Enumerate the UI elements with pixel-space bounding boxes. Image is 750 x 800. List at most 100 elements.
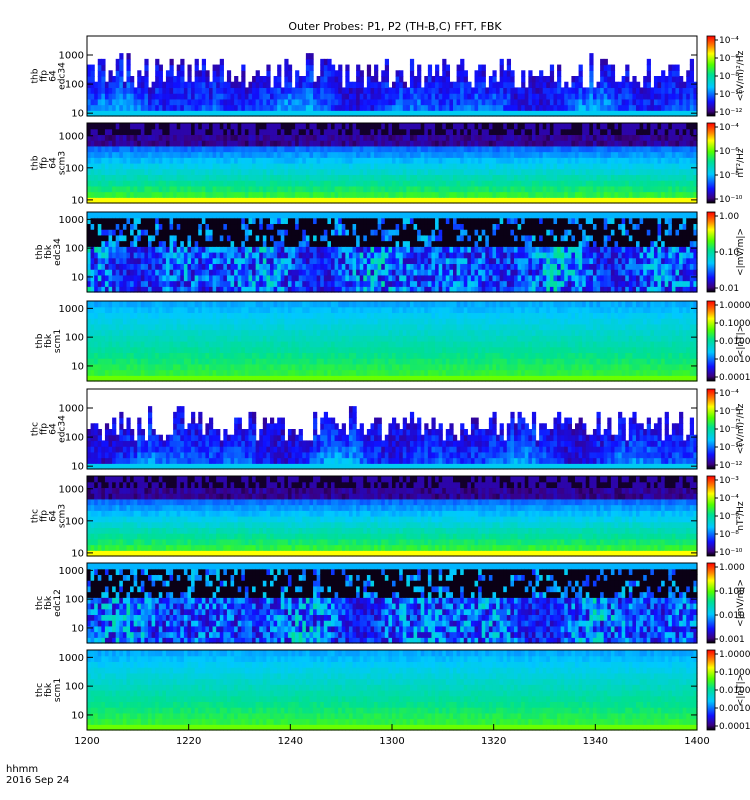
- y-label-line: edc12: [53, 589, 63, 617]
- colorbar-tick-label: 10⁻¹²: [719, 461, 743, 471]
- colorbar-tick-label: 10⁻⁸: [719, 72, 739, 82]
- spectrogram-image: [87, 301, 698, 382]
- colorbar-tick-label: 0.0100: [719, 337, 750, 347]
- y-tick-label: 10: [71, 462, 84, 473]
- y-label-line: thb: [31, 68, 41, 83]
- y-label-line: fbk: [44, 333, 54, 348]
- y-tick-label: 10: [71, 272, 84, 283]
- spectrogram-image: [87, 476, 698, 557]
- colorbar-tick-label: 10⁻¹⁰: [719, 195, 743, 205]
- colorbar: [706, 475, 716, 557]
- x-tick-label: 1340: [583, 736, 608, 747]
- y-axis-label: thc ffp 64 scm3: [31, 504, 68, 528]
- panel-4: 10 100 1000 thb fbk scm1 1.0000 0.1000 0.0100 0.0…: [35, 300, 750, 383]
- plot-frame: [86, 562, 698, 644]
- y-label-line: ffp: [40, 157, 50, 169]
- spectrogram-image: [87, 212, 698, 293]
- plot-frame: [86, 211, 698, 293]
- y-tick-label: 100: [65, 516, 84, 527]
- y-label-line: thb: [35, 244, 45, 259]
- y-axis-label: thc ffp 64 edc34: [31, 415, 68, 443]
- panel-3: 10 100 1000 thb fbk edc34 1.00 0.10 0.01 <|mV/m|>: [35, 211, 746, 294]
- colorbar-tick-label: 0.0100: [719, 686, 750, 696]
- spectrogram-image: [87, 563, 698, 644]
- panel-8: 10 100 1000 thc fbk scm1 1.0000 0.1000 0.0100 0.0…: [35, 649, 750, 732]
- y-tick-label: 100: [65, 333, 84, 344]
- colorbar-tick-label: 0.1000: [719, 668, 750, 678]
- colorbar-tick-label: 10⁻⁶: [719, 512, 739, 522]
- y-tick-label: 1000: [59, 51, 84, 62]
- colorbar-title: <(V/m)²/Hz: [736, 50, 746, 101]
- y-label-line: edc34: [58, 415, 68, 443]
- y-label-line: thb: [35, 333, 45, 348]
- colorbar-tick-label: 1.000: [719, 563, 745, 573]
- colorbar-tick-label: 0.0001: [719, 722, 750, 732]
- y-label-line: 64: [49, 157, 59, 169]
- y-tick-label: 1000: [59, 404, 84, 415]
- colorbar-tick-label: 0.100: [719, 587, 745, 597]
- plot-frame: [86, 388, 698, 470]
- colorbar-tick-label: 0.0001: [719, 373, 750, 383]
- y-tick-label: 10: [71, 195, 84, 206]
- y-label-line: 64: [49, 510, 59, 522]
- y-tick-label: 100: [65, 163, 84, 174]
- y-tick-label: 10: [71, 548, 84, 559]
- y-tick-label: 1000: [59, 215, 84, 226]
- y-label-line: fbk: [44, 595, 54, 610]
- colorbar-tick-label: 0.10: [719, 248, 739, 258]
- y-label-line: scm1: [53, 678, 63, 702]
- y-label-line: thc: [31, 509, 41, 523]
- colorbar-tick-label: 10⁻⁸: [719, 530, 739, 540]
- spectrogram-image: [87, 650, 698, 731]
- colorbar: [706, 562, 716, 644]
- colorbar-tick-label: 0.1000: [719, 319, 750, 329]
- y-tick-label: 100: [65, 244, 84, 255]
- colorbar-tick-label: 0.01: [719, 284, 739, 294]
- footer-date: 2016 Sep 24: [6, 775, 69, 786]
- x-tick-label: 1400: [684, 736, 709, 747]
- colorbar-title: <|nT|>: [736, 325, 746, 357]
- y-tick-label: 1000: [59, 653, 84, 664]
- spectrogram-image: [87, 123, 698, 204]
- colorbar-tick-label: 10⁻⁶: [719, 54, 739, 64]
- y-tick-label: 10: [71, 623, 84, 634]
- colorbar-tick-label: 10⁻⁴: [719, 36, 739, 46]
- colorbar-title: nT²/Hz: [736, 148, 746, 178]
- colorbar: [706, 122, 716, 204]
- spectrogram-image: [87, 406, 698, 470]
- colorbar-tick-label: 0.0010: [719, 704, 750, 714]
- colorbar-tick-label: 10⁻¹⁰: [719, 443, 743, 453]
- x-tick-label: 1240: [278, 736, 303, 747]
- y-label-line: ffp: [40, 70, 50, 82]
- y-label-line: thc: [35, 683, 45, 697]
- plot-frame: [86, 35, 698, 117]
- y-tick-label: 10: [71, 109, 84, 120]
- y-tick-label: 1000: [59, 131, 84, 142]
- y-tick-label: 100: [65, 682, 84, 693]
- y-tick-label: 1000: [59, 484, 84, 495]
- plot-frame: [86, 122, 698, 204]
- y-tick-label: 10: [71, 361, 84, 372]
- colorbar-tick-label: 0.010: [719, 611, 745, 621]
- panel-6: 10 100 1000 thc ffp 64 scm3 10⁻³ 10⁻⁴ 10⁻⁶ 10⁻⁸ 10⁻…: [31, 475, 746, 559]
- colorbar-title: <|nT|>: [736, 674, 746, 706]
- colorbar-tick-label: 1.00: [719, 212, 739, 222]
- x-axis: 1200 1220 1240 1300 1320 1340 1400: [74, 724, 710, 747]
- y-label-line: thb: [31, 155, 41, 170]
- colorbar-tick-label: 10⁻⁸: [719, 171, 739, 181]
- colorbar-title: nT²/Hz: [736, 501, 746, 531]
- y-axis-label: thc fbk scm1: [35, 678, 63, 702]
- y-axis-label: thc fbk edc12: [35, 589, 63, 617]
- colorbar-title: <|mV/m|>: [736, 579, 746, 627]
- colorbar-tick-label: 10⁻⁶: [719, 147, 739, 157]
- y-axis-label: thb ffp 64 scm3: [31, 151, 68, 175]
- y-label-line: scm1: [53, 329, 63, 353]
- y-label-line: 64: [49, 423, 59, 435]
- x-tick-label: 1320: [481, 736, 506, 747]
- y-label-line: fbk: [44, 244, 54, 259]
- x-tick-label: 1220: [176, 736, 201, 747]
- x-tick-label: 1300: [379, 736, 404, 747]
